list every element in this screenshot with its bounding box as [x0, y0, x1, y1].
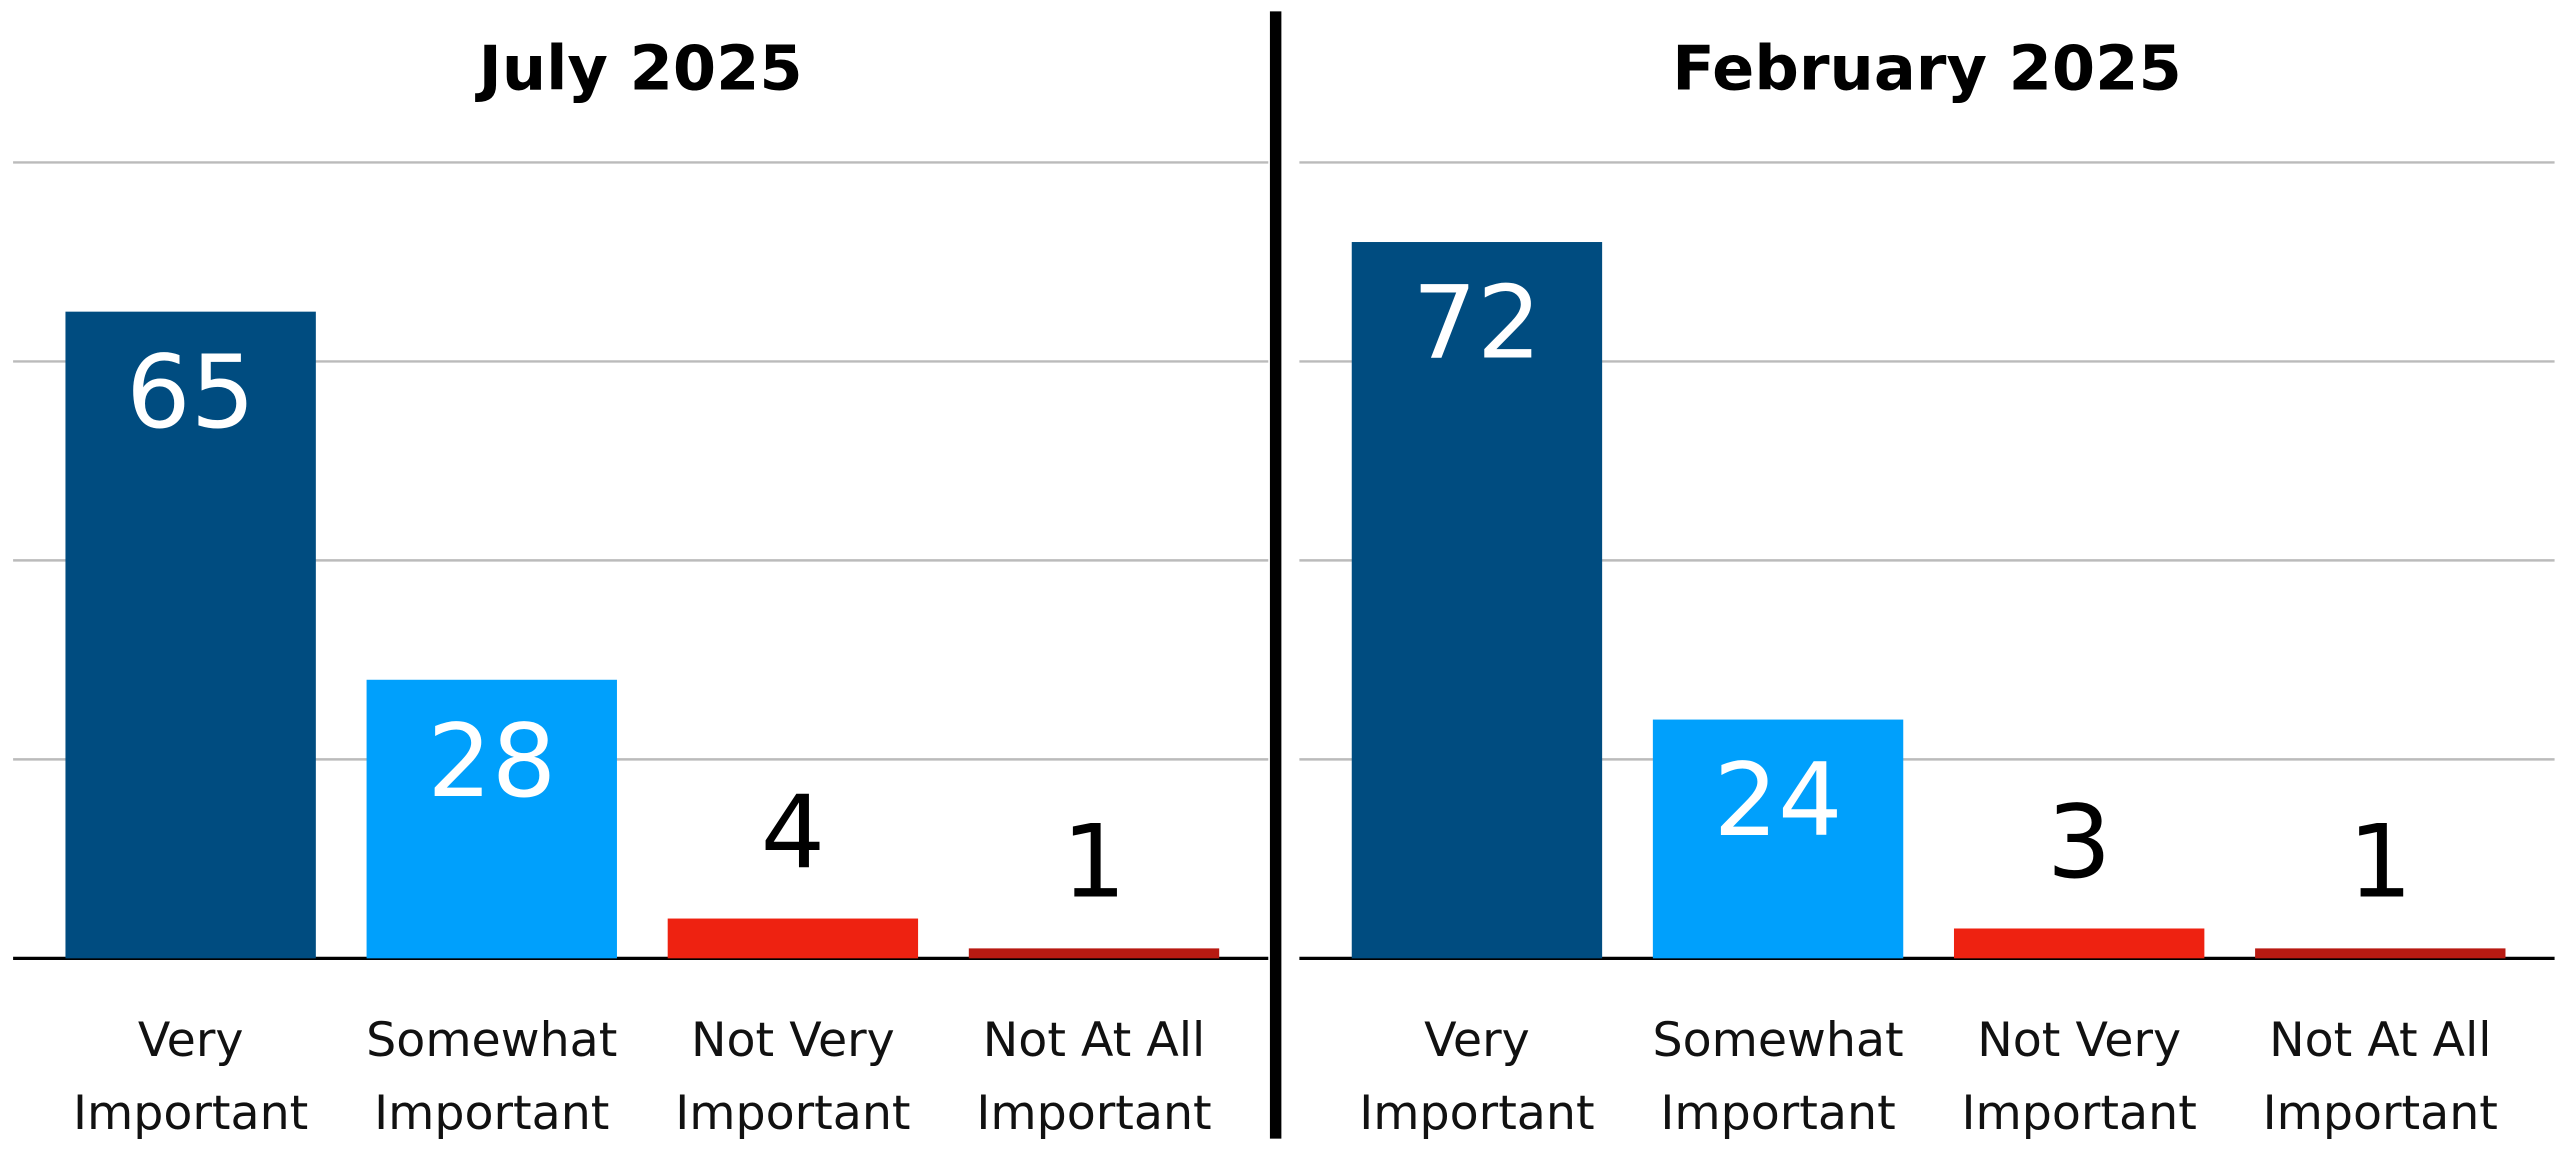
bar [1351, 242, 1603, 959]
value-label: 72 [1412, 263, 1542, 382]
value-label: 65 [126, 332, 256, 452]
value-label: 1 [1061, 802, 1127, 921]
divider [1269, 11, 1282, 1139]
bar [366, 679, 617, 959]
bar [2255, 948, 2506, 959]
x-tick-label: Not Very Important [675, 1011, 911, 1141]
x-tick-label: Not At All Important [2262, 1011, 2498, 1141]
x-tick-label: Somewhat Important [1652, 1011, 1904, 1141]
chart-title: February 2025 [1672, 32, 2182, 104]
value-label: 4 [760, 772, 826, 891]
chart-title: July 2025 [478, 32, 803, 104]
value-label: 28 [427, 700, 557, 820]
bar [1953, 928, 2205, 959]
bar [1652, 719, 1904, 959]
x-tick-label: Somewhat Important [366, 1011, 618, 1141]
value-label: 1 [2347, 802, 2413, 921]
bar [968, 948, 1220, 959]
x-tick-label: Not At All Important [976, 1011, 1212, 1141]
x-tick-label: Not Very Important [1961, 1011, 2197, 1141]
x-tick-label: Very Important [1359, 1011, 1595, 1141]
value-label: 3 [2046, 782, 2112, 901]
bar [667, 918, 919, 959]
bar [65, 311, 316, 959]
value-label: 24 [1713, 740, 1843, 860]
x-tick-label: Very Important [73, 1011, 309, 1141]
